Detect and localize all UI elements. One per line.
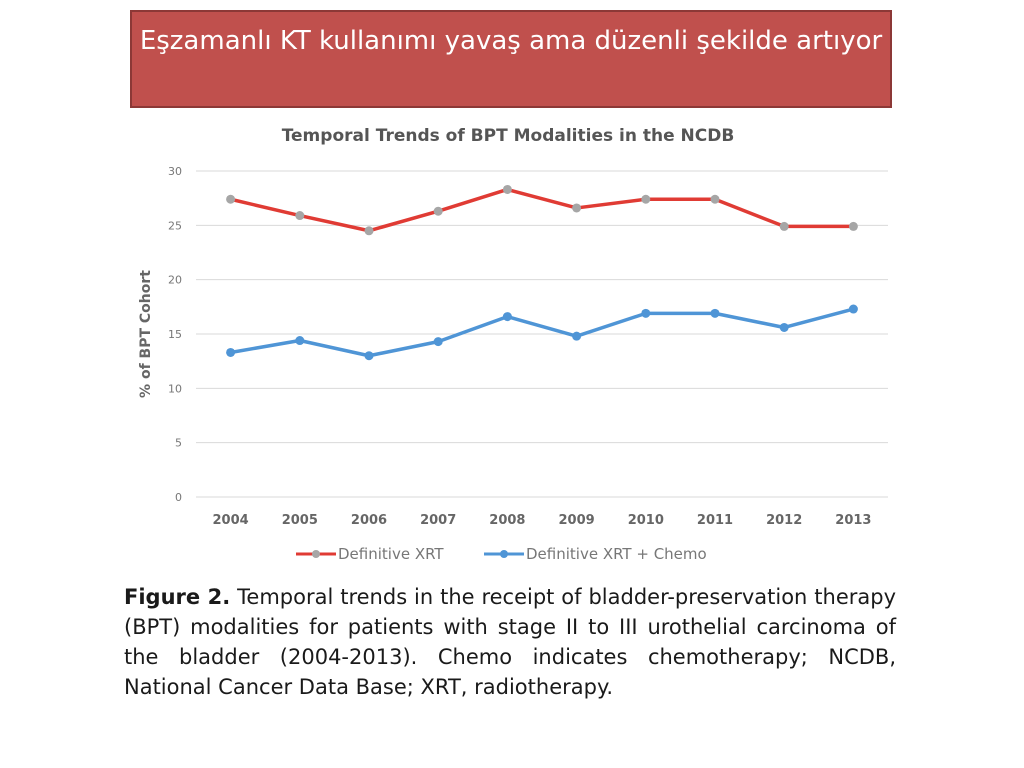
x-tick-label: 2011 xyxy=(697,513,733,528)
data-point xyxy=(295,336,305,346)
slide-title-banner: Eşzamanlı KT kullanımı yavaş ama düzenli… xyxy=(130,10,892,108)
line-chart: Temporal Trends of BPT Modalities in the… xyxy=(138,126,888,563)
data-point xyxy=(502,184,512,194)
data-point xyxy=(502,312,512,322)
x-tick-label: 2008 xyxy=(489,513,525,528)
legend-entry-2: Definitive XRT + Chemo xyxy=(526,545,707,563)
x-tick-label: 2010 xyxy=(628,513,664,528)
chart-title: Temporal Trends of BPT Modalities in the… xyxy=(282,126,735,146)
data-point xyxy=(641,194,651,204)
data-point xyxy=(433,337,443,347)
data-point xyxy=(572,203,582,213)
data-point xyxy=(779,322,789,332)
legend-entry-1: Definitive XRT xyxy=(338,545,444,563)
series-line-1 xyxy=(230,187,854,233)
figure-caption-text: Temporal trends in the receipt of bladde… xyxy=(124,585,896,699)
data-point xyxy=(295,211,305,221)
data-point xyxy=(572,331,582,341)
x-tick-label: 2006 xyxy=(351,513,387,528)
y-tick-label: 5 xyxy=(175,437,182,450)
y-tick-label: 15 xyxy=(168,328,182,341)
data-point xyxy=(848,221,858,231)
x-tick-label: 2005 xyxy=(282,513,318,528)
legend-swatch-marker-1 xyxy=(312,550,320,558)
data-point xyxy=(433,206,443,216)
x-tick-label: 2012 xyxy=(766,513,802,528)
data-point xyxy=(641,308,651,318)
y-axis-label: % of BPT Cohort xyxy=(138,270,154,398)
x-tick-label: 2007 xyxy=(420,513,456,528)
data-point xyxy=(710,308,720,318)
legend-swatch-marker-2 xyxy=(500,550,508,558)
series-line-2 xyxy=(230,307,854,358)
y-tick-label: 25 xyxy=(168,219,182,232)
data-point xyxy=(364,226,374,236)
data-point xyxy=(364,351,374,361)
data-point xyxy=(226,347,236,357)
figure-caption: Figure 2. Temporal trends in the receipt… xyxy=(124,582,896,702)
x-tick-label: 2009 xyxy=(559,513,595,528)
slide-title: Eşzamanlı KT kullanımı yavaş ama düzenli… xyxy=(139,26,883,56)
data-point xyxy=(779,221,789,231)
y-tick-label: 20 xyxy=(168,274,182,287)
x-tick-label: 2013 xyxy=(835,513,871,528)
figure-label: Figure 2. xyxy=(124,585,231,609)
data-point xyxy=(848,304,858,314)
x-tick-label: 2004 xyxy=(213,513,249,528)
y-tick-label: 0 xyxy=(175,491,182,504)
data-point xyxy=(226,194,236,204)
data-point xyxy=(710,194,720,204)
y-tick-label: 30 xyxy=(168,165,182,178)
y-tick-label: 10 xyxy=(168,382,182,395)
